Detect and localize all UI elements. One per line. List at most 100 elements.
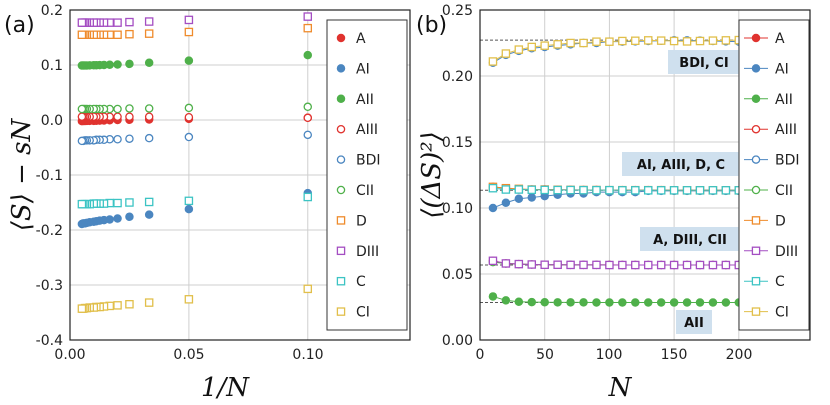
point-b-c-16 xyxy=(695,186,705,195)
point-a-diii-4 xyxy=(113,18,122,27)
legend-a-label-a: A xyxy=(356,31,366,47)
point-b-ci-0 xyxy=(488,57,498,66)
panel-a: (a) 0.00 0.05 0.10 -0.4 -0.3 -0.2 -0.1 0… xyxy=(4,3,411,403)
legend-a-label-aii: AII xyxy=(356,92,374,108)
legend-b-label-d: D xyxy=(775,213,786,229)
point-b-aii-18 xyxy=(721,298,731,307)
legend-b-marker-d xyxy=(751,216,761,225)
point-b-diii-1 xyxy=(501,259,511,268)
point-a-bdi-0 xyxy=(303,130,313,140)
point-a-ai-2 xyxy=(144,210,154,219)
point-b-c-10 xyxy=(618,186,627,195)
point-b-diii-15 xyxy=(682,260,692,270)
point-b-c-15 xyxy=(682,186,692,195)
panel-a-ylabel: ⟨S⟩ − sN xyxy=(7,118,37,232)
a-xtick-2: 0.10 xyxy=(292,347,323,363)
point-b-aii-15 xyxy=(682,298,692,307)
legend-a-marker-a xyxy=(336,33,346,43)
point-b-ci-5 xyxy=(553,40,562,49)
legend-a-marker-cii xyxy=(336,185,346,195)
point-a-bdi-1 xyxy=(184,132,194,142)
legend-b-marker-bdi xyxy=(751,155,761,164)
point-a-c-3 xyxy=(125,198,134,207)
point-a-diii-1 xyxy=(184,15,194,25)
point-b-ci-2 xyxy=(514,45,524,54)
point-a-d-4 xyxy=(113,30,122,39)
legend-a-label-diii: DIII xyxy=(356,244,379,260)
panel-a-frame xyxy=(69,9,411,341)
point-b-diii-5 xyxy=(553,260,562,270)
point-a-bdi-4 xyxy=(113,134,122,144)
a-ytick-0: -0.4 xyxy=(36,333,63,349)
point-a-c-0 xyxy=(303,192,313,202)
point-b-diii-18 xyxy=(721,260,731,270)
panel-b-y-ticks: 0.00 0.05 0.10 0.15 0.20 0.25 xyxy=(442,3,473,349)
b-ytick-5: 0.25 xyxy=(442,3,473,19)
point-b-c-9 xyxy=(605,185,614,195)
point-b-diii-12 xyxy=(643,260,653,270)
legend-b-label-a: A xyxy=(775,31,785,47)
point-b-diii-17 xyxy=(708,260,718,270)
legend-a-label-ci: CI xyxy=(356,305,370,321)
point-b-ci-9 xyxy=(605,37,614,46)
legend-a-marker-d xyxy=(336,216,346,225)
point-b-diii-7 xyxy=(579,260,588,270)
point-a-cii-14 xyxy=(77,104,87,114)
b-xtick-3: 150 xyxy=(661,347,688,363)
legend-a-marker-bdi xyxy=(336,155,346,164)
legend-b-label-diii: DIII xyxy=(775,244,798,260)
point-a-d-2 xyxy=(144,29,154,38)
point-a-ci-1 xyxy=(184,295,194,304)
legend-a-marker-aiii xyxy=(336,124,346,134)
panel-b-ylabel: ⟨(ΔS)²⟩ xyxy=(417,131,447,219)
legend-b-label-bdi: BDI xyxy=(775,153,800,169)
legend-a-label-c: C xyxy=(356,274,366,290)
point-a-d-1 xyxy=(184,27,194,37)
b-ytick-0: 0.00 xyxy=(442,333,473,349)
point-a-cii-3 xyxy=(125,104,134,113)
point-a-bdi-14 xyxy=(77,136,87,146)
panel-a-y-ticks: -0.4 -0.3 -0.2 -0.1 0.0 0.1 0.2 xyxy=(36,3,63,349)
point-b-c-5 xyxy=(553,185,562,195)
point-a-aiii-1 xyxy=(184,113,194,122)
point-a-diii-2 xyxy=(144,17,154,26)
panel-a-x-ticks: 0.00 0.05 0.10 xyxy=(54,347,323,363)
point-b-aii-6 xyxy=(566,298,575,307)
a-ytick-6: 0.2 xyxy=(41,3,63,19)
point-b-ai-2 xyxy=(514,194,524,204)
point-b-aii-1 xyxy=(501,296,511,305)
point-b-aii-12 xyxy=(643,298,653,307)
point-b-diii-4 xyxy=(540,260,549,270)
a-xtick-0: 0.00 xyxy=(54,347,85,363)
point-b-aii-17 xyxy=(708,298,718,307)
point-a-aii-0 xyxy=(303,50,313,60)
annotation-box-1 xyxy=(622,152,740,176)
a-ytick-5: 0.1 xyxy=(41,58,63,74)
point-b-aii-2 xyxy=(514,297,524,306)
point-a-d-3 xyxy=(125,29,134,39)
legend-b-marker-aii xyxy=(751,94,761,104)
legend-a-marker-ai xyxy=(336,64,346,73)
point-a-aii-3 xyxy=(125,59,134,69)
legend-a-label-bdi: BDI xyxy=(356,153,381,169)
point-b-c-17 xyxy=(708,186,718,195)
point-a-diii-14 xyxy=(77,18,87,27)
b-xtick-0: 0 xyxy=(476,347,485,363)
annotation-box-0 xyxy=(668,50,740,74)
panel-b-legend: A AI AII AIII BDI CII D DIII C CI xyxy=(738,19,810,331)
legend-b-marker-a xyxy=(751,33,761,43)
point-b-ci-14 xyxy=(669,36,679,46)
panel-b-label: (b) xyxy=(416,13,447,38)
point-b-aii-9 xyxy=(605,298,614,307)
point-b-c-2 xyxy=(514,185,524,194)
legend-b-marker-aiii xyxy=(751,124,761,134)
b-ytick-3: 0.15 xyxy=(442,135,473,151)
point-a-ci-14 xyxy=(77,304,87,313)
point-a-aiii-3 xyxy=(125,112,134,121)
point-a-d-14 xyxy=(77,30,87,39)
panel-b-points xyxy=(488,35,744,307)
a-ytick-2: -0.2 xyxy=(36,223,63,239)
point-b-ci-15 xyxy=(682,37,692,46)
point-a-diii-0 xyxy=(303,12,313,21)
